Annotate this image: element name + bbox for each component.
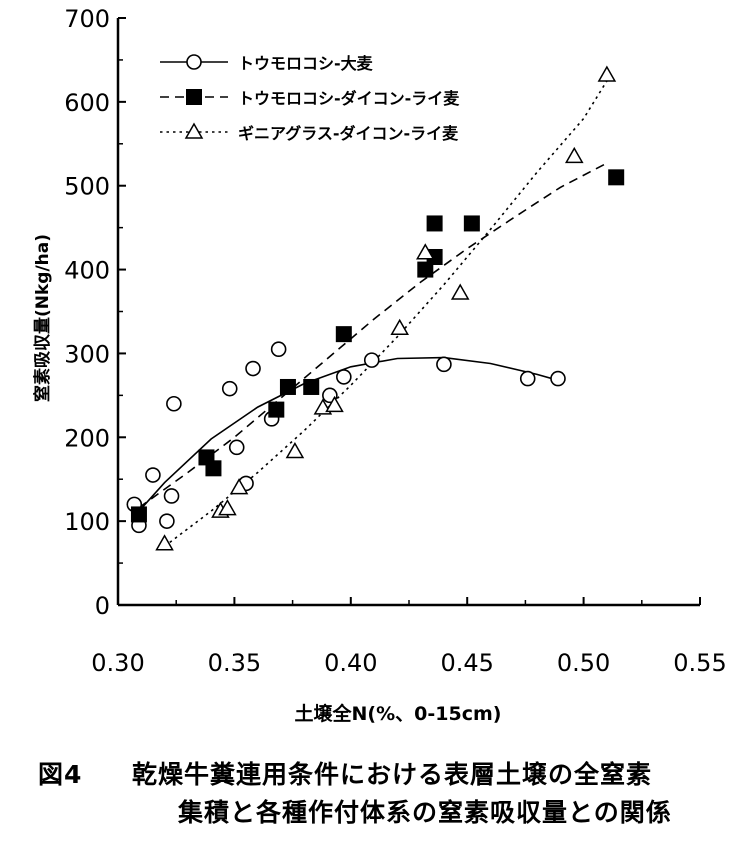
figure-label: 図4 — [38, 760, 83, 789]
y-tick-label: 700 — [64, 5, 110, 33]
point-series-2 — [279, 378, 296, 395]
legend-marker-1 — [186, 54, 202, 70]
point-series-2 — [417, 261, 434, 278]
point-series-1 — [550, 370, 566, 387]
y-tick-label: 100 — [64, 508, 110, 536]
chart: 窒素吸収量(Nkg/ha) 土壌全N(%、0-15cm) 0 100 200 300 4… — [32, 5, 727, 725]
caption-text-1: 乾燥牛糞連用条件における表層土壌の全窒素 — [132, 760, 653, 789]
point-series-1 — [166, 395, 182, 412]
x-tick-label: 0.45 — [440, 649, 493, 677]
x-axis-label: 土壌全N(%、0-15cm) — [295, 702, 502, 725]
point-series-3 — [229, 478, 249, 495]
point-series-3 — [564, 146, 584, 164]
point-series-2 — [205, 460, 222, 477]
point-series-2 — [426, 215, 443, 232]
point-series-2 — [268, 401, 285, 418]
point-series-1 — [270, 341, 287, 358]
y-tick-label: 300 — [64, 340, 110, 368]
axes: 0 100 200 300 400 500 600 700 0.30 0.35 0.40 0.45 0.… — [64, 5, 727, 677]
point-series-1 — [163, 488, 180, 504]
point-series-3 — [155, 534, 174, 551]
legend-label-2: トウモロコシ-ダイコン-ライ麦 — [238, 89, 460, 108]
point-series-3 — [325, 395, 344, 413]
x-tick-label: 0.30 — [91, 649, 144, 677]
y-axis-title: 窒素吸収量(Nkg/ha) — [32, 234, 53, 402]
point-series-3 — [218, 499, 237, 516]
legend-marker-3 — [184, 122, 204, 139]
point-series-3 — [597, 65, 617, 82]
caption-text-2: 集積と各種作付体系の窒素吸収量との関係 — [178, 798, 672, 827]
point-series-1 — [245, 360, 261, 377]
point-series-1 — [145, 467, 161, 483]
point-series-3 — [450, 283, 470, 300]
y-axis-label: 窒素吸収量(Nkg/ha) — [32, 234, 53, 402]
fit-lines — [138, 80, 608, 547]
point-series-1 — [159, 513, 175, 529]
point-series-2 — [335, 326, 352, 343]
point-series-1 — [436, 356, 452, 373]
fit-line-series-3 — [164, 80, 608, 547]
x-tick-label: 0.40 — [324, 649, 377, 677]
fit-line-series-2 — [138, 162, 608, 509]
y-tick-label: 200 — [64, 424, 110, 452]
y-tick-label: 500 — [64, 173, 110, 201]
legend-marker-2 — [186, 89, 202, 105]
point-series-3 — [285, 442, 305, 459]
x-tick-label: 0.55 — [673, 649, 726, 677]
point-series-2 — [130, 506, 147, 523]
fit-line-series-1 — [138, 356, 559, 512]
point-series-2 — [303, 378, 320, 395]
point-series-1 — [363, 352, 380, 368]
point-series-1 — [519, 370, 536, 387]
data-points — [126, 65, 625, 551]
x-tick-label: 0.50 — [557, 649, 610, 677]
legend-label-1: トウモロコシ-大麦 — [238, 54, 374, 73]
y-tick-label: 0 — [95, 592, 110, 620]
x-tick-label: 0.35 — [208, 649, 261, 677]
point-series-1 — [221, 380, 238, 397]
point-series-1 — [336, 369, 352, 385]
y-tick-label: 600 — [64, 89, 110, 117]
point-series-2 — [463, 215, 480, 232]
point-series-1 — [228, 439, 245, 456]
point-series-3 — [390, 318, 409, 336]
y-tick-label: 400 — [64, 257, 110, 285]
point-series-2 — [608, 169, 625, 186]
point-series-3 — [416, 243, 435, 260]
legend-label-3: ギニアグラス-ダイコン-ライ麦 — [238, 124, 459, 143]
